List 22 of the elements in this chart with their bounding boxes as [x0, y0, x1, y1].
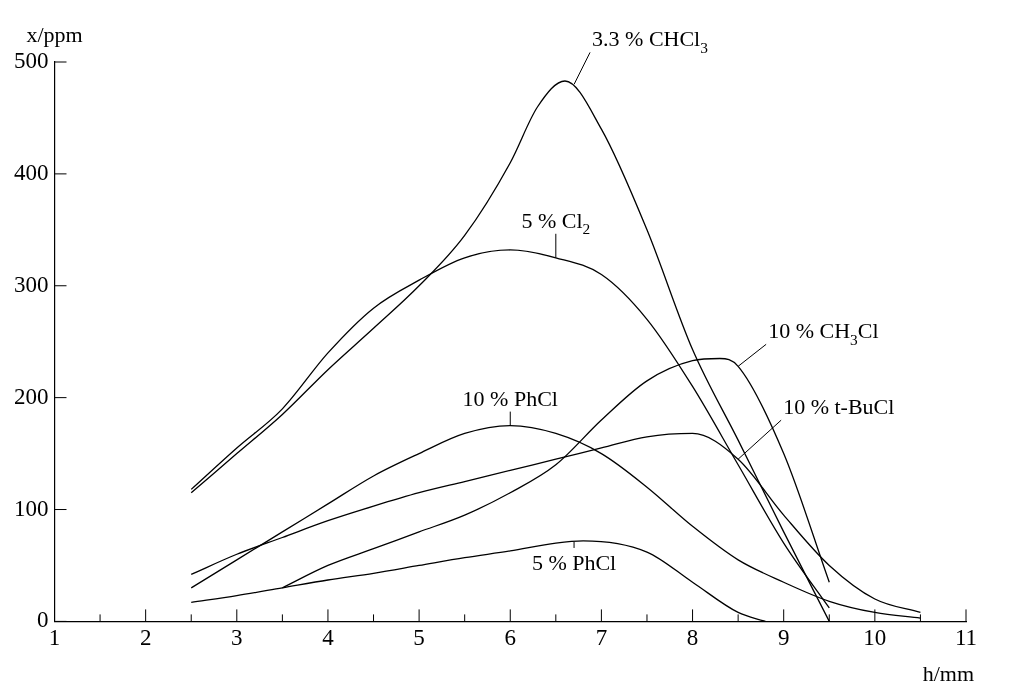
- x-tick-label: 2: [139, 625, 152, 651]
- x-tick-label: 9: [777, 625, 790, 651]
- y-tick-label: 200: [14, 383, 49, 409]
- x-tick-label: 10: [863, 625, 887, 651]
- annotation: 5 % PhCl: [531, 549, 617, 575]
- x-axis-title: h/mm: [922, 661, 975, 687]
- x-tick-label: 4: [322, 625, 335, 651]
- y-tick-label: 100: [14, 495, 49, 521]
- y-tick-label: 0: [37, 607, 49, 633]
- y-tick-label: 500: [14, 48, 49, 74]
- annotation: 10 % t-BuCl: [783, 394, 895, 420]
- x-tick-label: 1: [48, 625, 61, 651]
- y-tick-label: 400: [14, 159, 49, 185]
- x-tick-label: 3: [231, 625, 243, 651]
- y-tick-label: 300: [14, 271, 49, 297]
- x-tick-label: 7: [595, 625, 608, 651]
- y-axis-title: x/ppm: [26, 22, 83, 47]
- annotation: 10 % PhCl: [462, 385, 558, 411]
- x-tick-label: 6: [504, 625, 516, 651]
- x-tick-label: 8: [686, 625, 699, 651]
- x-tick-label: 11: [954, 625, 978, 651]
- x-tick-label: 5: [413, 625, 425, 651]
